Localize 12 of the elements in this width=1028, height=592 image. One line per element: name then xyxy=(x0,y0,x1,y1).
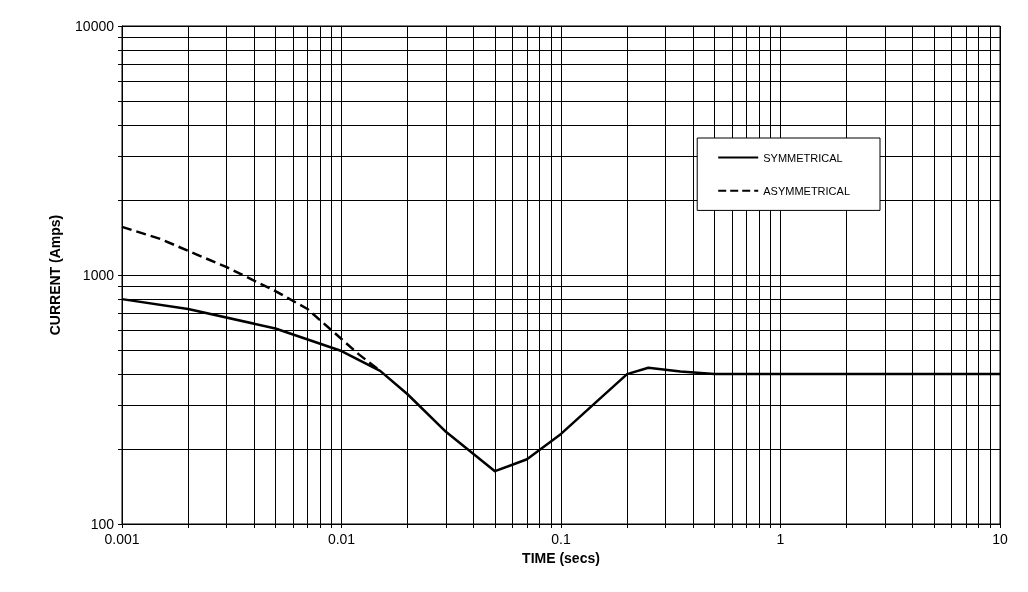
legend-label: SYMMETRICAL xyxy=(763,151,843,164)
y-tick-label: 1000 xyxy=(82,267,115,283)
x-tick-label: 0.1 xyxy=(551,531,571,547)
y-axis-title: CURRENT (Amps) xyxy=(47,214,63,336)
x-tick-label: 0.001 xyxy=(104,531,140,547)
x-axis-title: TIME (secs) xyxy=(522,549,600,566)
legend-label: ASYMMETRICAL xyxy=(763,184,851,197)
x-tick-label: 0.01 xyxy=(327,531,356,547)
x-tick-label: 1 xyxy=(776,531,785,547)
x-tick-label: 10 xyxy=(992,531,1008,547)
y-tick-label: 100 xyxy=(90,516,115,532)
y-tick-label: 10000 xyxy=(75,18,115,34)
